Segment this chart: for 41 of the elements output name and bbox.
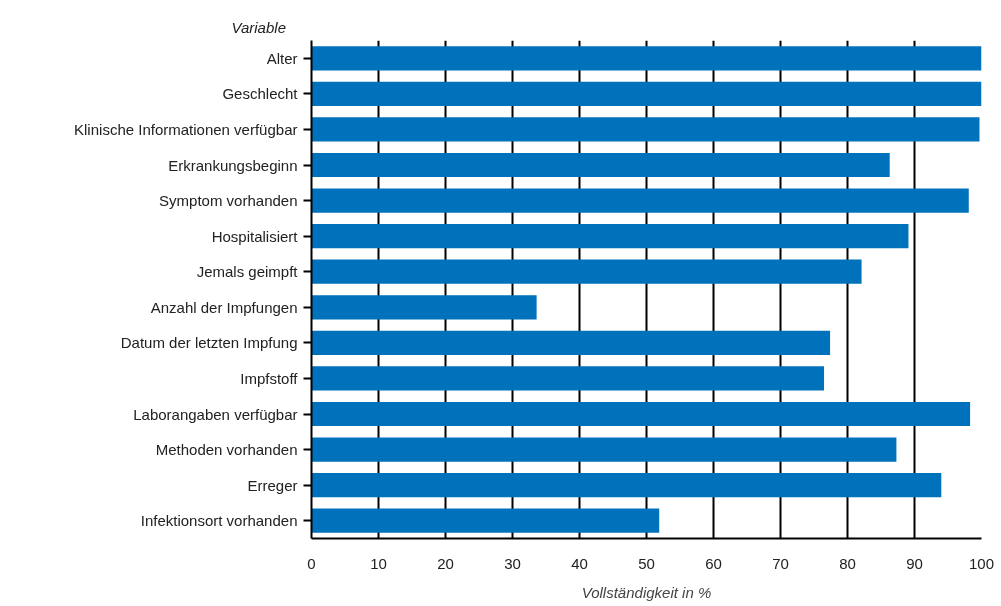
y-tick-label: Klinische Informationen verfügbar (74, 120, 298, 138)
y-axis-title: Variable (231, 18, 286, 36)
bar (311, 295, 537, 320)
x-tick-label: 10 (370, 554, 387, 572)
y-tick-label: Erkrankungsbeginn (168, 156, 298, 174)
y-tick-label: Methoden vorhanden (155, 441, 298, 459)
y-tick-label: Datum der letzten Impfung (120, 334, 298, 352)
x-tick-label: 20 (437, 554, 454, 572)
x-axis-title: Vollständigkeit in % (581, 583, 712, 601)
y-tick-label: Geschlecht (222, 85, 299, 103)
x-tick-label: 40 (571, 554, 588, 572)
y-tick-label: Alter (266, 49, 298, 67)
bar (311, 473, 942, 498)
x-tick-label: 60 (705, 554, 722, 572)
bar (311, 401, 971, 427)
x-tick-label: 70 (772, 554, 789, 572)
x-tick-label: 80 (839, 554, 856, 572)
y-tick-label: Impfstoff (240, 369, 299, 387)
bar (311, 330, 831, 355)
x-tick-label: 50 (638, 554, 655, 572)
y-tick-label: Laborangaben verfügbar (133, 405, 298, 423)
x-tick-label: 0 (307, 554, 316, 572)
y-tick-label: Jemals geimpft (196, 263, 299, 281)
bar (311, 437, 897, 462)
bar (311, 46, 982, 71)
y-tick-label: Erreger (247, 476, 298, 494)
bar (311, 188, 969, 213)
bar (311, 81, 982, 106)
y-tick-label: Symptom vorhanden (159, 192, 298, 210)
bar (311, 508, 660, 533)
y-tick-label: Infektionsort vorhanden (140, 512, 298, 530)
bar (311, 117, 980, 142)
y-tick-label: Hospitalisiert (211, 227, 299, 245)
y-tick-label: Anzahl der Impfungen (150, 298, 298, 316)
x-tick-label: 100 (968, 554, 995, 572)
x-tick-label: 90 (906, 554, 923, 572)
x-tick-label: 30 (504, 554, 521, 572)
bar (311, 259, 862, 284)
bar (311, 152, 890, 178)
bar (311, 224, 909, 249)
bar (311, 366, 825, 391)
